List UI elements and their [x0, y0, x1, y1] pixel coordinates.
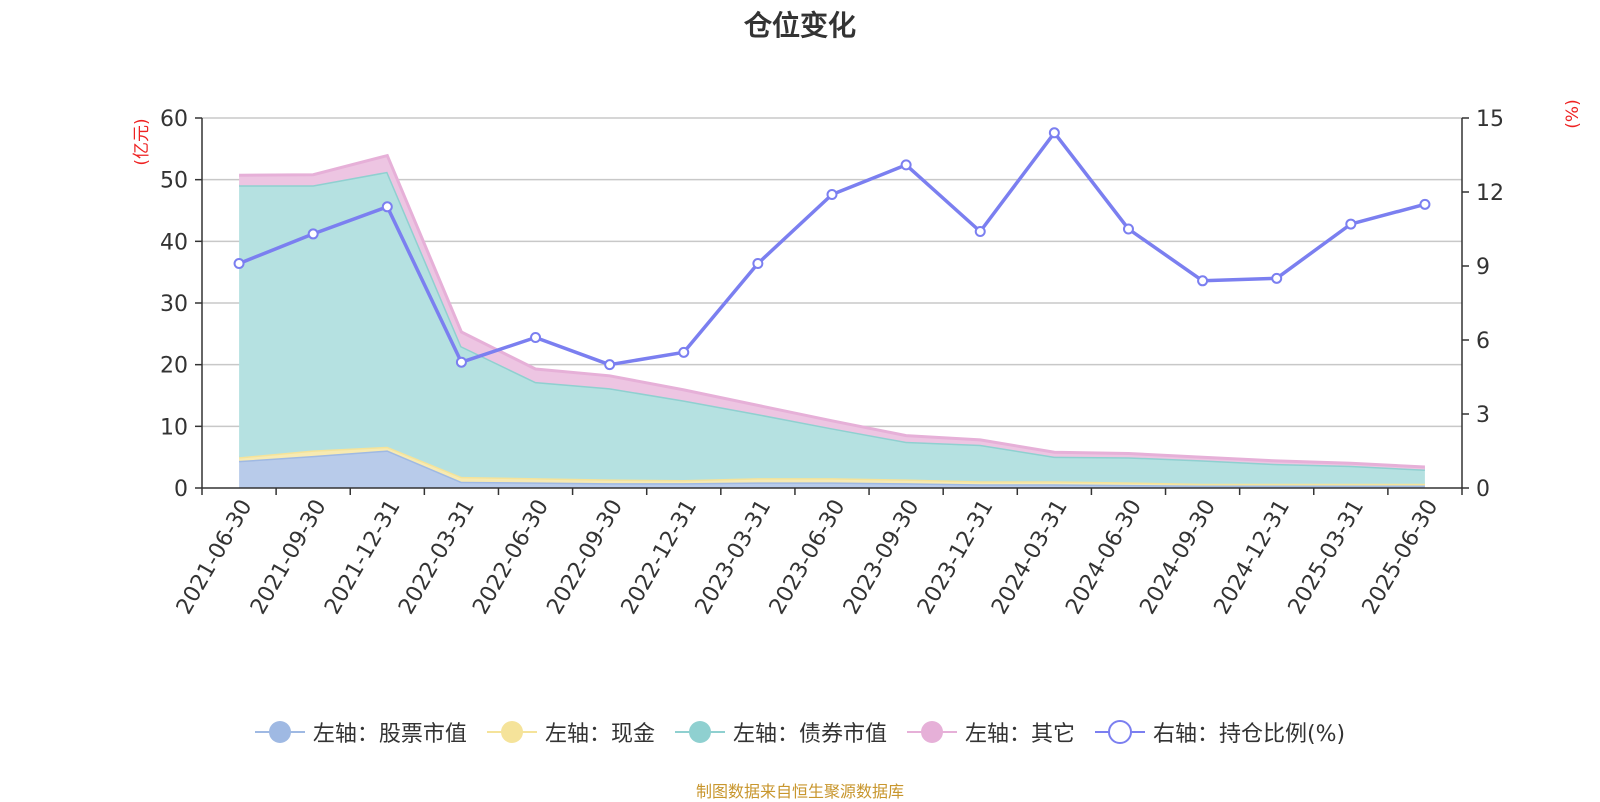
left-axis-tick-label: 0 [174, 477, 188, 502]
legend-item[interactable]: 右轴：持仓比例(%) [1094, 716, 1346, 748]
left-axis-tick-label: 50 [160, 169, 188, 194]
legend-label: 左轴：其它 [964, 722, 1075, 747]
x-axis-tick-label: 2023-09-30 [839, 496, 925, 619]
x-axis-tick-label: 2021-06-30 [172, 496, 258, 619]
left-axis-unit-label: (亿元) [132, 118, 152, 165]
line-series-point [604, 359, 616, 371]
line-series-point [678, 346, 690, 358]
x-axis-tick-label: 2025-06-30 [1358, 496, 1444, 619]
legend-item[interactable]: 左轴：现金 [486, 716, 655, 748]
x-axis-tick-label: 2024-12-31 [1210, 496, 1296, 619]
x-axis-tick-label: 2022-03-31 [394, 496, 480, 619]
x-axis-tick-label: 2021-09-30 [246, 496, 332, 619]
right-axis-tick-label: 3 [1476, 403, 1490, 428]
area-series [239, 171, 1425, 484]
legend-label: 左轴：债券市值 [732, 722, 887, 747]
line-series-point [900, 159, 912, 171]
right-axis-unit-label: (%) [1563, 99, 1583, 128]
right-axis-tick-label: 15 [1476, 107, 1504, 132]
legend-symbol-icon [906, 721, 957, 743]
line-series-point [974, 225, 986, 237]
right-axis-tick-label: 6 [1476, 329, 1490, 354]
line-series-point [826, 188, 838, 200]
x-axis-tick-label: 2024-09-30 [1135, 496, 1221, 619]
left-axis-tick-label: 10 [160, 415, 188, 440]
left-axis-tick-label: 60 [160, 107, 188, 132]
line-series-point [1419, 198, 1431, 210]
legend-item[interactable]: 左轴：其它 [906, 716, 1075, 748]
x-axis-tick-label: 2023-12-31 [913, 496, 999, 619]
area-series [239, 450, 1425, 488]
line-series-point [530, 332, 542, 344]
chart-title: 仓位变化 [743, 9, 856, 42]
legend-symbol-icon [254, 721, 305, 743]
x-axis-tick-label: 2022-06-30 [468, 496, 554, 619]
legend-symbol-icon [674, 721, 725, 743]
x-axis-tick-label: 2025-03-31 [1284, 496, 1370, 619]
legend-symbol-icon [486, 721, 537, 743]
x-axis-tick-label: 2023-03-31 [691, 496, 777, 619]
line-series-point [1122, 223, 1134, 235]
legend-item[interactable]: 左轴：债券市值 [674, 716, 887, 748]
x-axis-tick-label: 2022-09-30 [542, 496, 628, 619]
x-axis-tick-label: 2024-03-31 [987, 496, 1073, 619]
legend-label: 左轴：股票市值 [312, 722, 467, 747]
legend-symbol-icon [1094, 720, 1145, 744]
right-axis-tick-label: 0 [1476, 477, 1490, 502]
x-axis-tick-label: 2021-12-31 [320, 496, 406, 619]
left-axis-tick-label: 20 [160, 354, 188, 379]
chart-legend: 左轴：股票市值 左轴：现金 左轴：债券市值 左轴：其它 右轴：持仓比例(%) [0, 716, 1600, 749]
legend-label: 左轴：现金 [544, 722, 655, 747]
left-axis-tick-label: 30 [160, 292, 188, 317]
x-axis-tick-label: 2022-12-31 [617, 496, 703, 619]
chart-plot: 010203040506003691215(亿元)(%)2021-06-3020… [132, 99, 1583, 619]
area-series-edge [239, 153, 1425, 469]
line-series-point [752, 258, 764, 270]
legend-item[interactable]: 左轴：股票市值 [254, 716, 467, 748]
x-axis-tick-label: 2024-06-30 [1061, 496, 1147, 619]
line-series-point [381, 201, 393, 213]
line-series-point [1048, 127, 1060, 139]
line-series-point [233, 258, 245, 270]
line-series-point [1271, 272, 1283, 284]
area-series [239, 446, 1425, 486]
line-series-point [307, 228, 319, 240]
right-axis-tick-label: 12 [1476, 181, 1504, 206]
right-axis-tick-label: 9 [1476, 255, 1490, 280]
source-note: 制图数据来自恒生聚源数据库 [695, 782, 904, 801]
line-series-point [1197, 275, 1209, 287]
line-series-point [1345, 218, 1357, 230]
line-series-point [455, 356, 467, 368]
legend-label: 右轴：持仓比例(%) [1152, 722, 1346, 747]
left-axis-tick-label: 40 [160, 230, 188, 255]
x-axis-tick-label: 2023-06-30 [765, 496, 851, 619]
